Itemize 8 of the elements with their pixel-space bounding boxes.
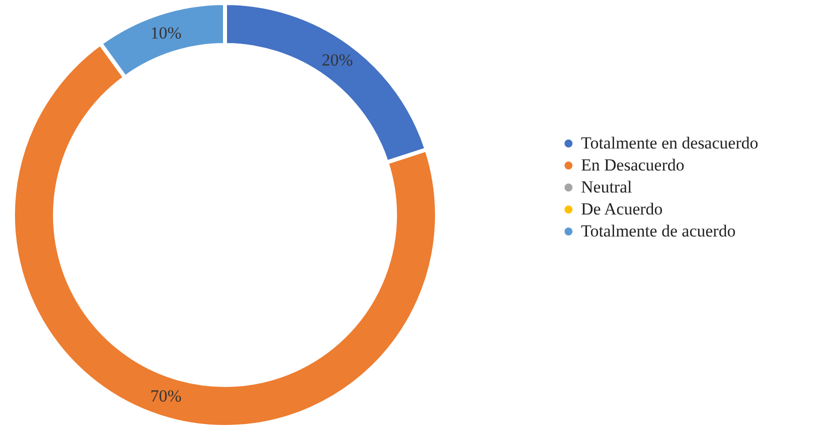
data-label: 10% <box>150 23 182 42</box>
legend-label: Neutral <box>581 178 632 196</box>
legend-label: En Desacuerdo <box>581 156 684 174</box>
data-label: 20% <box>322 50 353 70</box>
legend-label: De Acuerdo <box>581 200 663 218</box>
data-label: 70% <box>150 386 182 406</box>
legend-label: Totalmente de acuerdo <box>581 222 736 240</box>
legend-label: Totalmente en desacuerdo <box>581 134 758 152</box>
